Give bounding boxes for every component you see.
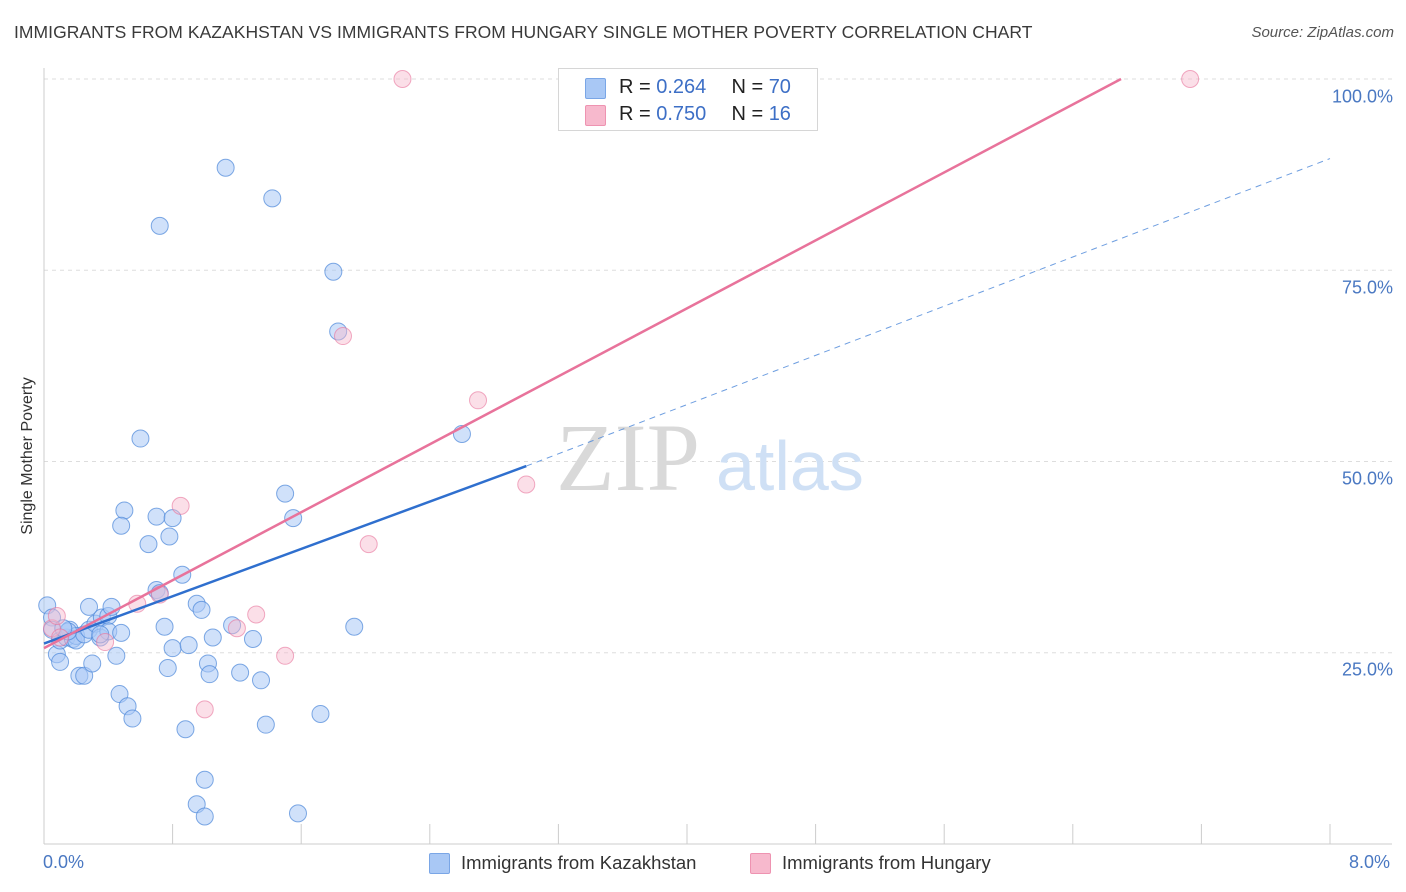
kazakhstan-point [112,623,131,642]
bottom-legend-hungary: Immigrants from Hungary [750,852,1030,876]
kazakhstan-point [139,535,158,554]
hungary-trend-line [43,77,1122,650]
legend-r-value: 0.264 [656,76,707,98]
kazakhstan-point [112,516,131,535]
chart-title: IMMIGRANTS FROM KAZAKHSTAN VS IMMIGRANTS… [14,22,1033,42]
kazakhstan-point [231,663,250,682]
kazakhstan-point [288,804,307,823]
axes [43,68,1392,845]
watermark-atlas: atlas [716,427,864,505]
kazakhstan-point [115,501,134,520]
kazakhstan-trend-line [43,464,527,645]
kazakhstan-point [147,507,166,526]
legend-n-value: 16 [768,103,791,125]
hungary-point [517,475,536,494]
y-axis-label: Single Mother Poverty [19,377,36,535]
kazakhstan-point [256,715,275,734]
y-tick-label: 25.0% [1341,659,1393,680]
hungary-point [1181,70,1200,88]
bottom-legend-swatch-kazakhstan [429,853,450,874]
kazakhstan-point [107,646,126,665]
kazakhstan-point [160,527,179,546]
kazakhstan-point [216,158,235,177]
kazakhstan-point [163,639,182,658]
hungary-point [359,535,378,554]
x-tick-label-min: 0.0% [43,852,85,872]
kazakhstan-point [51,652,70,671]
kazakhstan-point [263,189,282,208]
kazakhstan-point [123,709,142,728]
kazakhstan-point [150,216,169,235]
hungary-point [96,633,115,652]
legend-swatch-kazakhstan [585,78,606,99]
hungary-point [393,70,412,88]
kazakhstan-point [195,770,214,789]
x-tick-label-max: 8.0% [1349,852,1391,872]
watermark: ZIP atlas [556,404,864,511]
kazakhstan-point [158,659,177,678]
legend-n-label: N = [731,103,769,125]
kazakhstan-point [83,654,102,673]
hungary-point [276,646,295,665]
kazakhstan-point [223,616,242,635]
kazakhstan-point [131,429,150,448]
bottom-legend-label: Immigrants from Hungary [782,852,991,873]
hungary-point [47,607,66,626]
correlation-legend: R = 0.264 N = 70 R = 0.750 N = 16 [558,68,818,131]
kazakhstan-point [203,628,222,647]
kazakhstan-point [243,629,262,648]
kazakhstan-points [38,158,471,826]
legend-row-hungary: R = 0.750 N = 16 [585,103,815,127]
legend-n-value: 70 [768,76,791,98]
bottom-legend-kazakhstan: Immigrants from Kazakhstan [429,852,729,876]
legend-r-value: 0.750 [656,103,707,125]
legend-row-kazakhstan: R = 0.264 N = 70 [585,76,815,100]
hungary-point [195,700,214,719]
kazakhstan-point [155,617,174,636]
legend-r-label: R = [619,103,657,125]
kazakhstan-point [311,704,330,723]
legend-swatch-hungary [585,105,606,126]
hungary-point [227,619,246,638]
hungary-point [469,391,488,410]
legend-n-label: N = [731,76,769,98]
bottom-legend-label: Immigrants from Kazakhstan [461,852,697,873]
kazakhstan-point [179,636,198,655]
y-tick-label: 100.0% [1331,86,1393,107]
kazakhstan-point [176,720,195,739]
kazakhstan-point [276,484,295,503]
legend-r-label: R = [619,76,657,98]
kazakhstan-trend-extension [526,158,1331,467]
hungary-point [333,327,352,346]
hungary-point [247,605,266,624]
hungary-point [171,496,190,515]
y-tick-label: 50.0% [1341,468,1393,489]
kazakhstan-point [80,597,99,616]
source-credit: Source: ZipAtlas.com [1251,24,1394,41]
kazakhstan-point [345,617,364,636]
y-tick-label: 75.0% [1341,277,1393,298]
trend-lines [43,77,1331,650]
kazakhstan-point [195,807,214,826]
kazakhstan-point [324,262,343,281]
kazakhstan-point [252,671,271,690]
kazakhstan-point [200,665,219,684]
grid-lines [44,78,1392,654]
watermark-zip: ZIP [556,404,700,511]
bottom-legend-swatch-hungary [750,853,771,874]
kazakhstan-point [192,600,211,619]
